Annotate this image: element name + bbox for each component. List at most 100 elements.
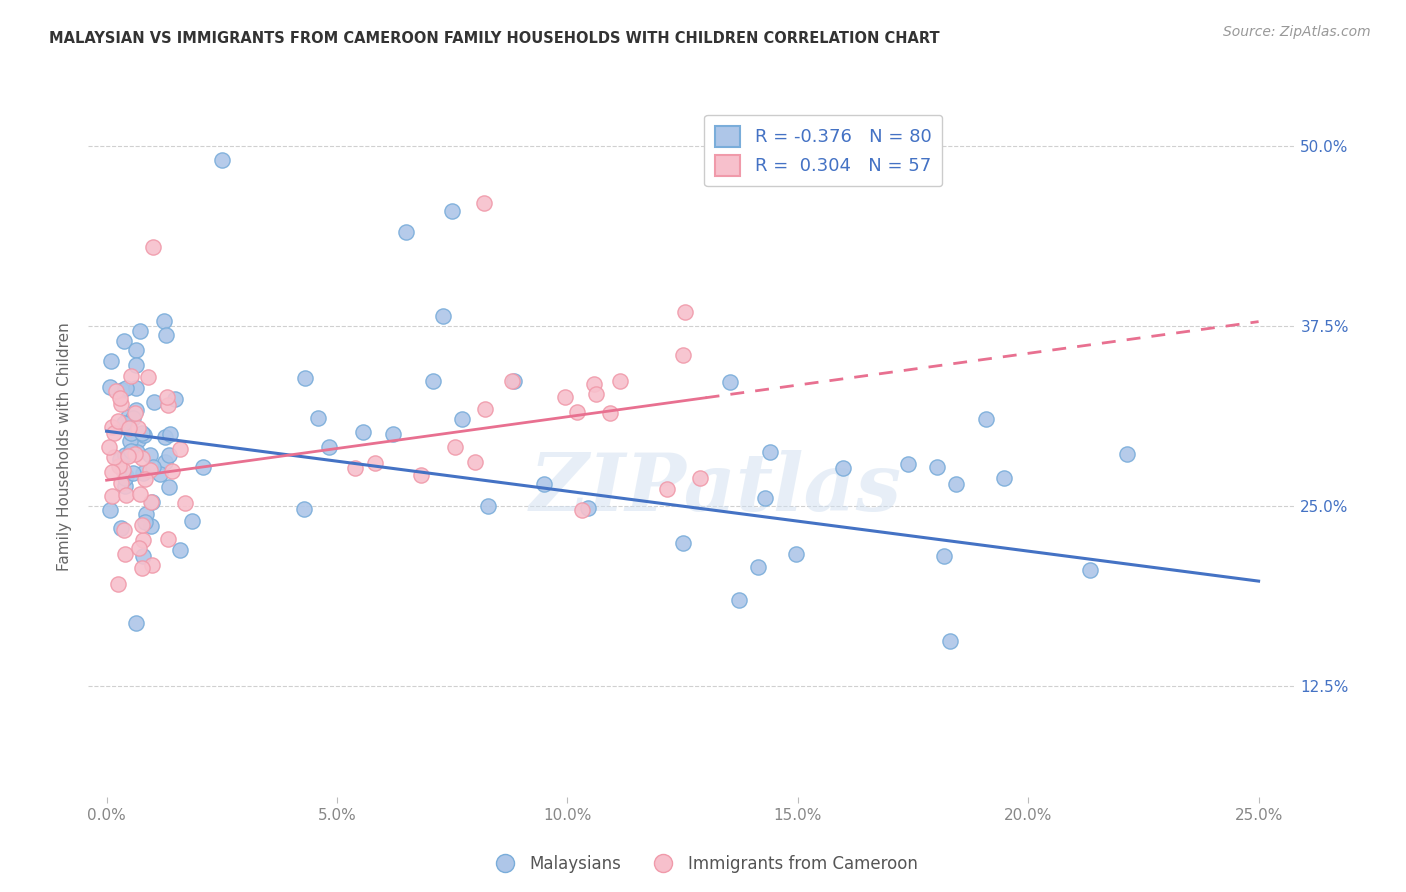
Text: MALAYSIAN VS IMMIGRANTS FROM CAMEROON FAMILY HOUSEHOLDS WITH CHILDREN CORRELATIO: MALAYSIAN VS IMMIGRANTS FROM CAMEROON FA…	[49, 31, 939, 46]
Point	[169, 442, 191, 457]
Legend: R = -0.376   N = 80, R =  0.304   N = 57: R = -0.376 N = 80, R = 0.304 N = 57	[704, 115, 942, 186]
Point	[100, 354, 122, 368]
Point	[180, 515, 202, 529]
Point	[139, 448, 162, 462]
Point	[344, 460, 367, 475]
Point	[101, 420, 124, 434]
Point	[211, 153, 233, 168]
Point	[191, 460, 214, 475]
Point	[451, 412, 474, 426]
Point	[993, 471, 1015, 485]
Point	[124, 406, 146, 420]
Point	[103, 450, 125, 464]
Point	[609, 374, 631, 388]
Point	[747, 560, 769, 574]
Point	[149, 467, 172, 482]
Point	[578, 500, 600, 515]
Point	[155, 327, 177, 342]
Point	[111, 384, 134, 398]
Point	[655, 482, 678, 496]
Point	[157, 479, 180, 493]
Point	[432, 309, 454, 323]
Point	[156, 532, 179, 546]
Text: Source: ZipAtlas.com: Source: ZipAtlas.com	[1223, 25, 1371, 39]
Point	[107, 413, 129, 427]
Point	[112, 416, 135, 430]
Point	[474, 402, 496, 417]
Point	[785, 547, 807, 561]
Text: ZIPatlas: ZIPatlas	[530, 450, 903, 527]
Point	[103, 425, 125, 440]
Point	[174, 496, 197, 510]
Point	[110, 452, 132, 467]
Point	[114, 471, 136, 485]
Point	[571, 503, 593, 517]
Point	[294, 501, 316, 516]
Point	[110, 475, 132, 490]
Point	[832, 461, 855, 475]
Point	[120, 368, 142, 383]
Point	[98, 503, 121, 517]
Point	[409, 467, 432, 482]
Point	[129, 324, 152, 338]
Point	[131, 549, 153, 564]
Point	[474, 196, 496, 211]
Point	[727, 593, 749, 607]
Point	[139, 463, 162, 477]
Point	[104, 384, 127, 398]
Point	[125, 343, 148, 357]
Point	[143, 395, 166, 409]
Point	[585, 386, 607, 401]
Point	[1078, 563, 1101, 577]
Point	[139, 518, 162, 533]
Point	[136, 369, 159, 384]
Point	[464, 455, 486, 469]
Point	[153, 430, 176, 444]
Point	[114, 381, 136, 395]
Point	[114, 478, 136, 492]
Point	[422, 374, 444, 388]
Point	[503, 374, 526, 388]
Point	[115, 488, 138, 502]
Point	[689, 471, 711, 485]
Point	[974, 412, 997, 426]
Point	[98, 380, 121, 394]
Point	[352, 425, 374, 439]
Point	[127, 433, 149, 447]
Point	[141, 558, 163, 573]
Point	[125, 615, 148, 630]
Point	[112, 524, 135, 538]
Point	[118, 421, 141, 435]
Point	[114, 547, 136, 561]
Point	[108, 458, 131, 473]
Point	[718, 375, 741, 389]
Point	[156, 398, 179, 412]
Point	[932, 549, 955, 563]
Point	[114, 448, 136, 462]
Legend: Malaysians, Immigrants from Cameroon: Malaysians, Immigrants from Cameroon	[481, 848, 925, 880]
Point	[758, 445, 780, 459]
Point	[125, 359, 148, 373]
Point	[945, 476, 967, 491]
Point	[117, 409, 139, 424]
Point	[128, 541, 150, 555]
Point	[124, 403, 146, 417]
Point	[443, 440, 465, 454]
Point	[120, 443, 142, 458]
Point	[441, 203, 464, 218]
Point	[121, 411, 143, 425]
Point	[156, 390, 179, 404]
Point	[142, 240, 165, 254]
Point	[294, 371, 316, 385]
Point	[672, 536, 695, 550]
Point	[135, 507, 157, 521]
Point	[395, 225, 418, 239]
Point	[139, 495, 162, 509]
Point	[107, 577, 129, 591]
Point	[110, 521, 132, 535]
Point	[754, 491, 776, 505]
Point	[108, 391, 131, 405]
Point	[141, 495, 163, 509]
Point	[121, 466, 143, 480]
Point	[169, 543, 191, 558]
